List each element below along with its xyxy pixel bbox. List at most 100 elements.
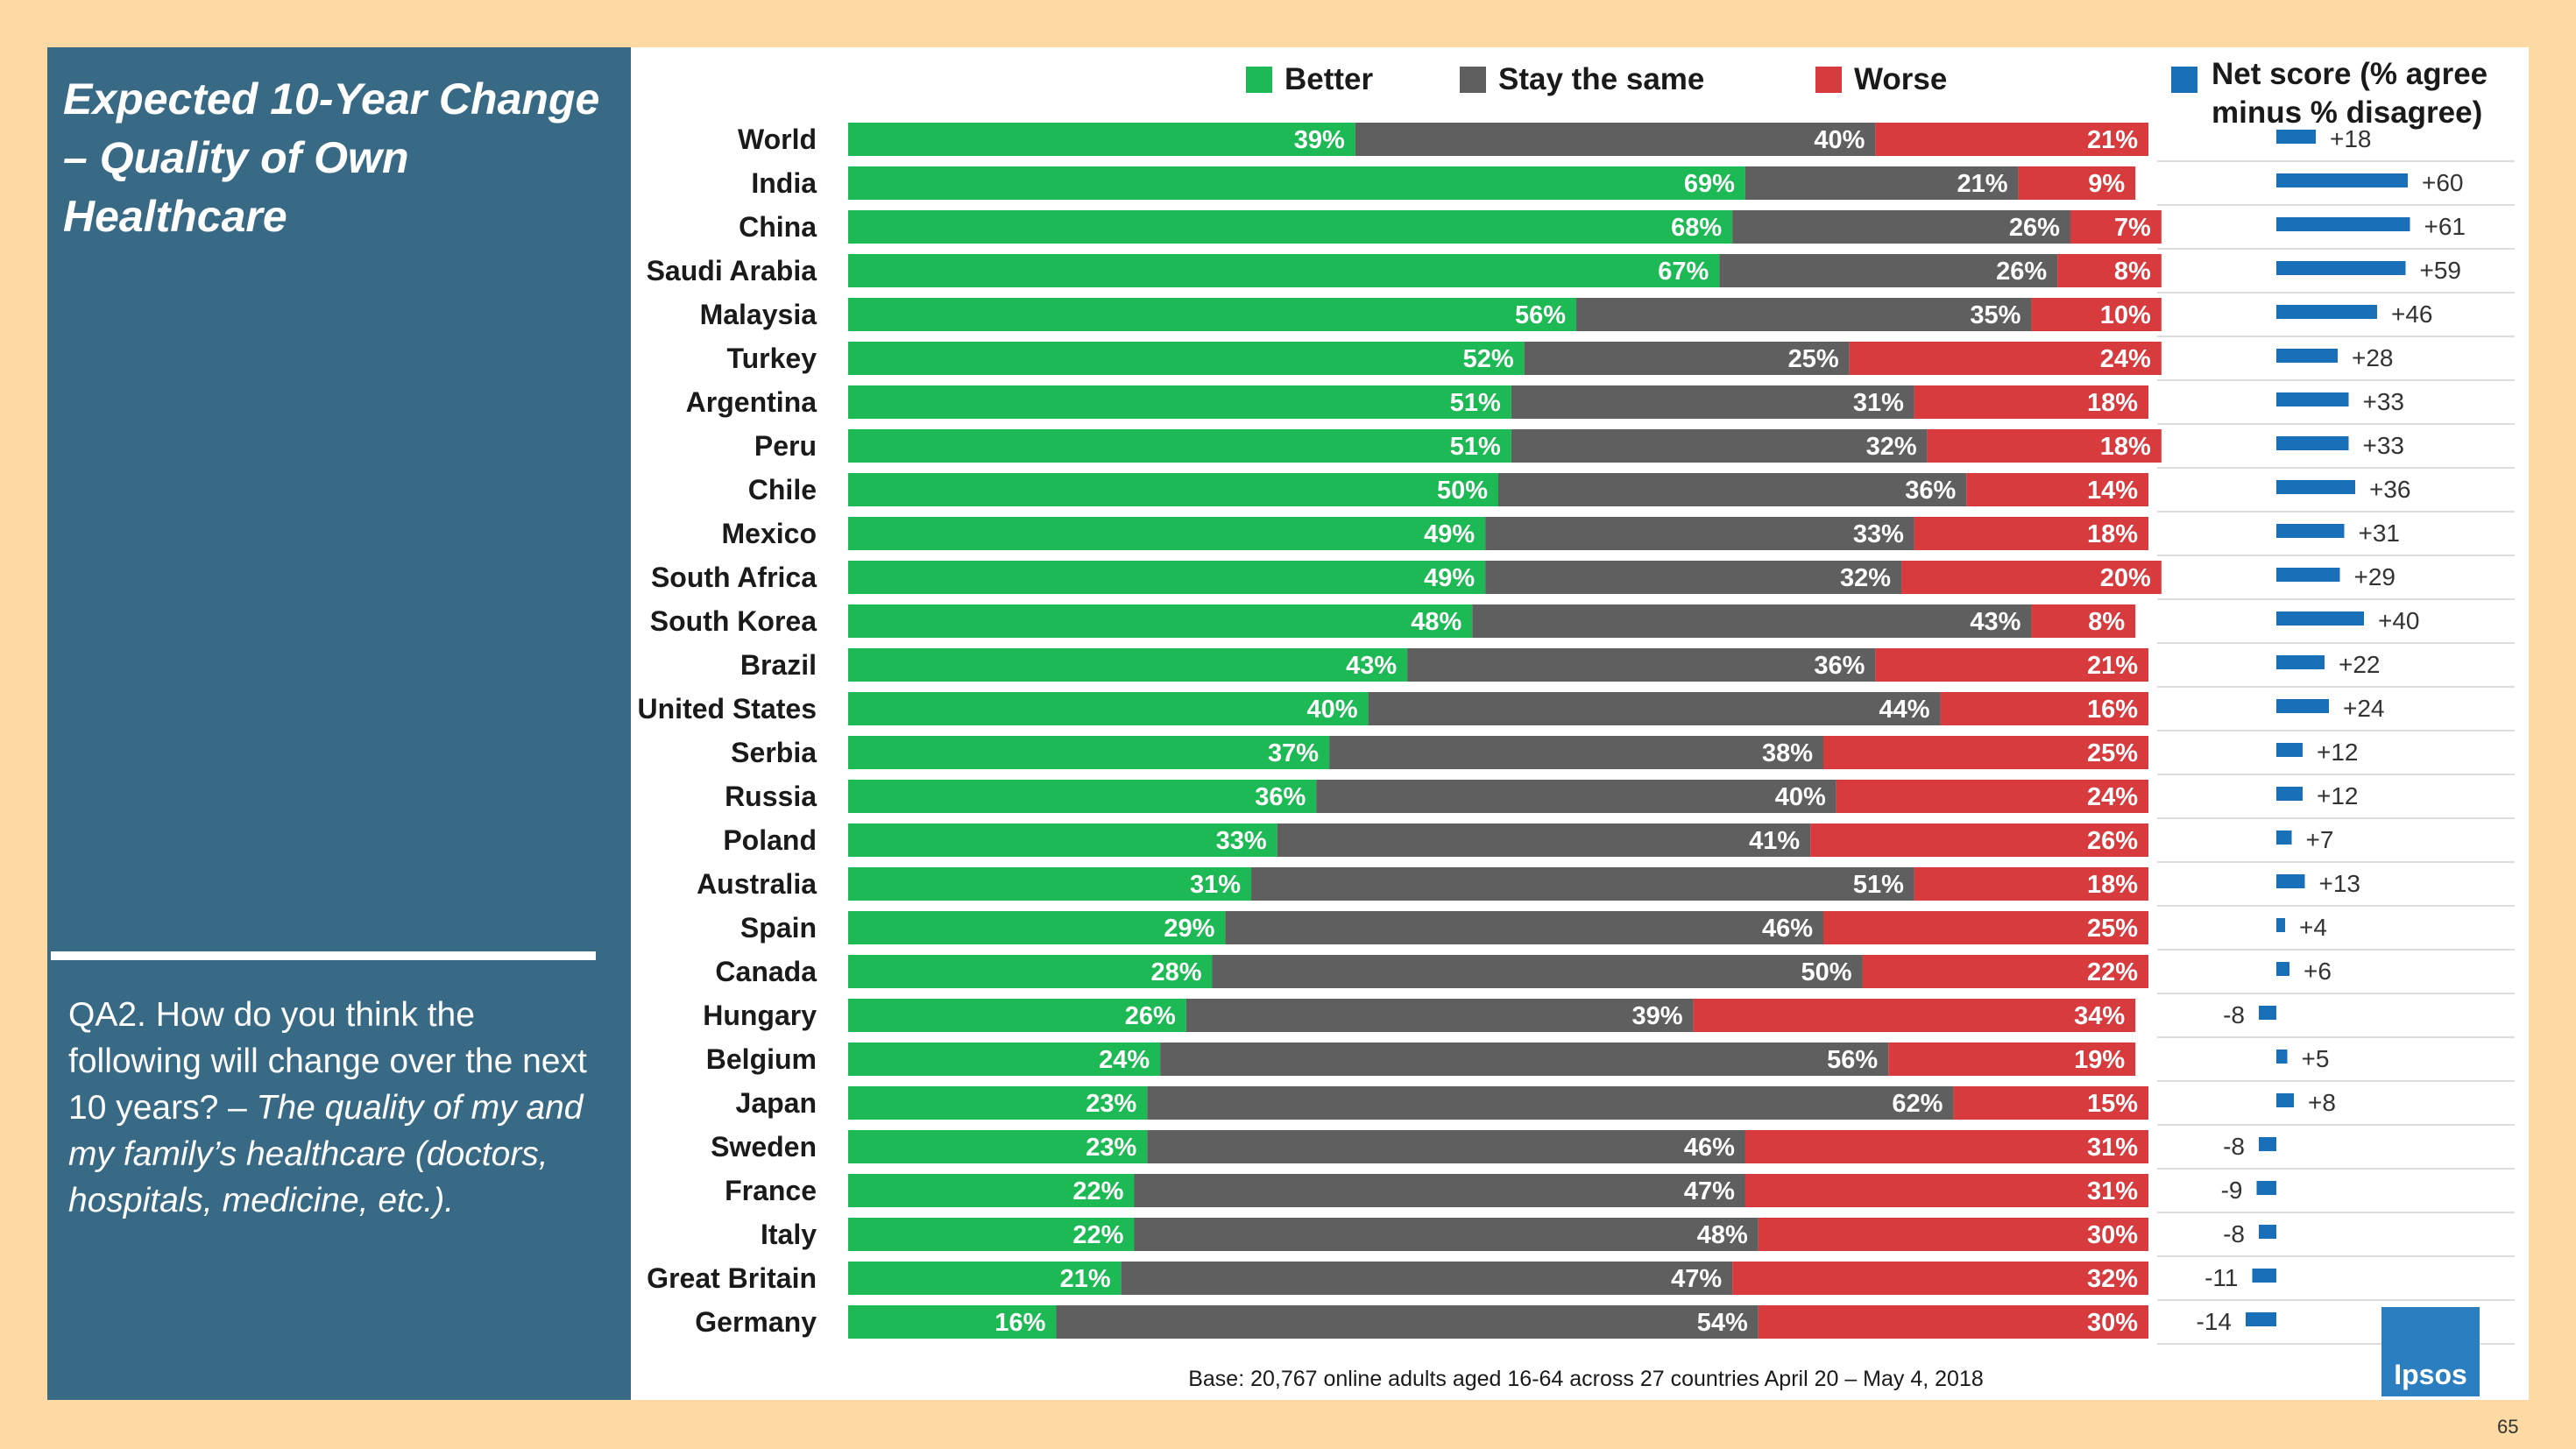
value-label-worse: 21% [2087,126,2138,154]
net-score-bar [2276,173,2408,187]
value-label-same: 36% [1814,652,1865,680]
value-label-better: 48% [1411,608,1461,636]
bar-worse [1927,429,2162,463]
value-label-better: 28% [1150,958,1201,986]
value-label-better: 21% [1060,1265,1111,1293]
page-number: 65 [2497,1416,2519,1438]
value-label-same: 43% [1970,608,2020,636]
net-score-label: -14 [2197,1308,2232,1335]
value-label-better: 51% [1450,433,1501,461]
value-label-better: 36% [1255,783,1306,811]
bar-same [1576,298,2032,331]
value-label-worse: 14% [2087,477,2138,505]
bar-same [1277,823,1811,857]
net-score-bar [2276,392,2349,406]
bar-worse [1744,1130,2148,1163]
bar-worse [1732,1262,2148,1295]
net-score-bar [2276,787,2303,801]
net-score-bar [2246,1312,2276,1326]
value-label-worse: 22% [2087,958,2138,986]
bar-same [1511,429,1928,463]
net-score-bar [2276,1050,2288,1064]
country-label: Argentina [686,386,817,418]
country-label: Chile [748,474,817,505]
bar-worse [1823,911,2148,944]
bar-same [1498,473,1967,506]
logo-text: Ipsos [2394,1359,2467,1390]
value-label-worse: 25% [2087,915,2138,943]
value-label-better: 49% [1424,520,1475,548]
bar-same [1121,1262,1733,1295]
net-score-bar [2276,480,2355,494]
legend-stay-same-swatch [1460,67,1486,93]
value-label-worse: 24% [2100,345,2151,373]
bar-better [848,692,1369,725]
value-label-better: 68% [1671,214,1722,242]
bar-same [1407,648,1876,682]
value-label-same: 50% [1801,958,1851,986]
ipsos-logo: Ipsos [2381,1307,2480,1396]
country-label: Japan [736,1087,817,1119]
bar-same [1251,867,1914,901]
net-score-label: +5 [2302,1045,2330,1072]
bar-same [1225,911,1823,944]
value-label-worse: 18% [2087,520,2138,548]
bar-worse [1901,561,2162,594]
value-label-worse: 9% [2088,170,2125,198]
country-label: World [738,124,817,155]
bar-better [848,210,1733,244]
legend-net-swatch [2171,67,2197,93]
net-score-label: -9 [2221,1177,2243,1204]
net-score-bar [2276,261,2406,275]
net-score-label: -8 [2223,1001,2245,1028]
bar-better [848,999,1186,1032]
bar-same [1368,692,1941,725]
bar-better [848,342,1525,375]
net-score-bar [2252,1269,2276,1283]
legend-worse-swatch [1815,67,1842,93]
net-score-label: +18 [2330,125,2372,152]
country-label: Canada [715,956,817,987]
net-score-label: +33 [2363,388,2405,415]
value-label-better: 40% [1307,696,1358,724]
value-label-same: 54% [1697,1309,1748,1337]
left-panel: Expected 10-Year Change – Quality of Own… [47,47,631,1400]
bar-worse [2031,298,2162,331]
net-score-bar [2276,305,2377,319]
value-label-same: 26% [1996,258,2047,286]
value-label-better: 56% [1515,301,1566,329]
bar-worse [1940,692,2148,725]
bar-better [848,473,1498,506]
value-label-worse: 32% [2087,1265,2138,1293]
value-label-same: 32% [1840,564,1891,592]
bar-worse [1914,517,2148,550]
bar-same [1329,736,1823,769]
country-label: Sweden [711,1131,817,1163]
country-label: Hungary [703,1000,817,1031]
bar-better [848,1043,1161,1076]
value-label-same: 36% [1905,477,1956,505]
net-score-label: +6 [2304,958,2332,985]
legend-stay-same-label: Stay the same [1498,62,1704,96]
bar-better [848,123,1355,156]
value-label-same: 40% [1775,783,1826,811]
bar-worse [1836,780,2148,813]
net-score-label: +24 [2343,695,2385,722]
bar-better [848,1174,1135,1207]
net-score-label: +13 [2319,870,2361,897]
bar-same [1511,385,1914,419]
net-score-label: -8 [2223,1220,2245,1248]
value-label-better: 26% [1125,1002,1176,1030]
value-label-same: 48% [1697,1221,1748,1249]
value-label-better: 52% [1463,345,1514,373]
country-label: Spain [740,912,817,944]
stacked-bar-chart: Better Stay the same Worse Net score (% agr… [638,57,2515,1391]
net-score-label: +36 [2369,476,2411,503]
bar-same [1719,254,2058,287]
value-label-worse: 8% [2114,258,2151,286]
value-label-better: 39% [1294,126,1345,154]
bar-better [848,867,1252,901]
net-score-label: +60 [2422,169,2464,196]
bar-same [1147,1086,1954,1120]
bar-worse [1693,999,2136,1032]
